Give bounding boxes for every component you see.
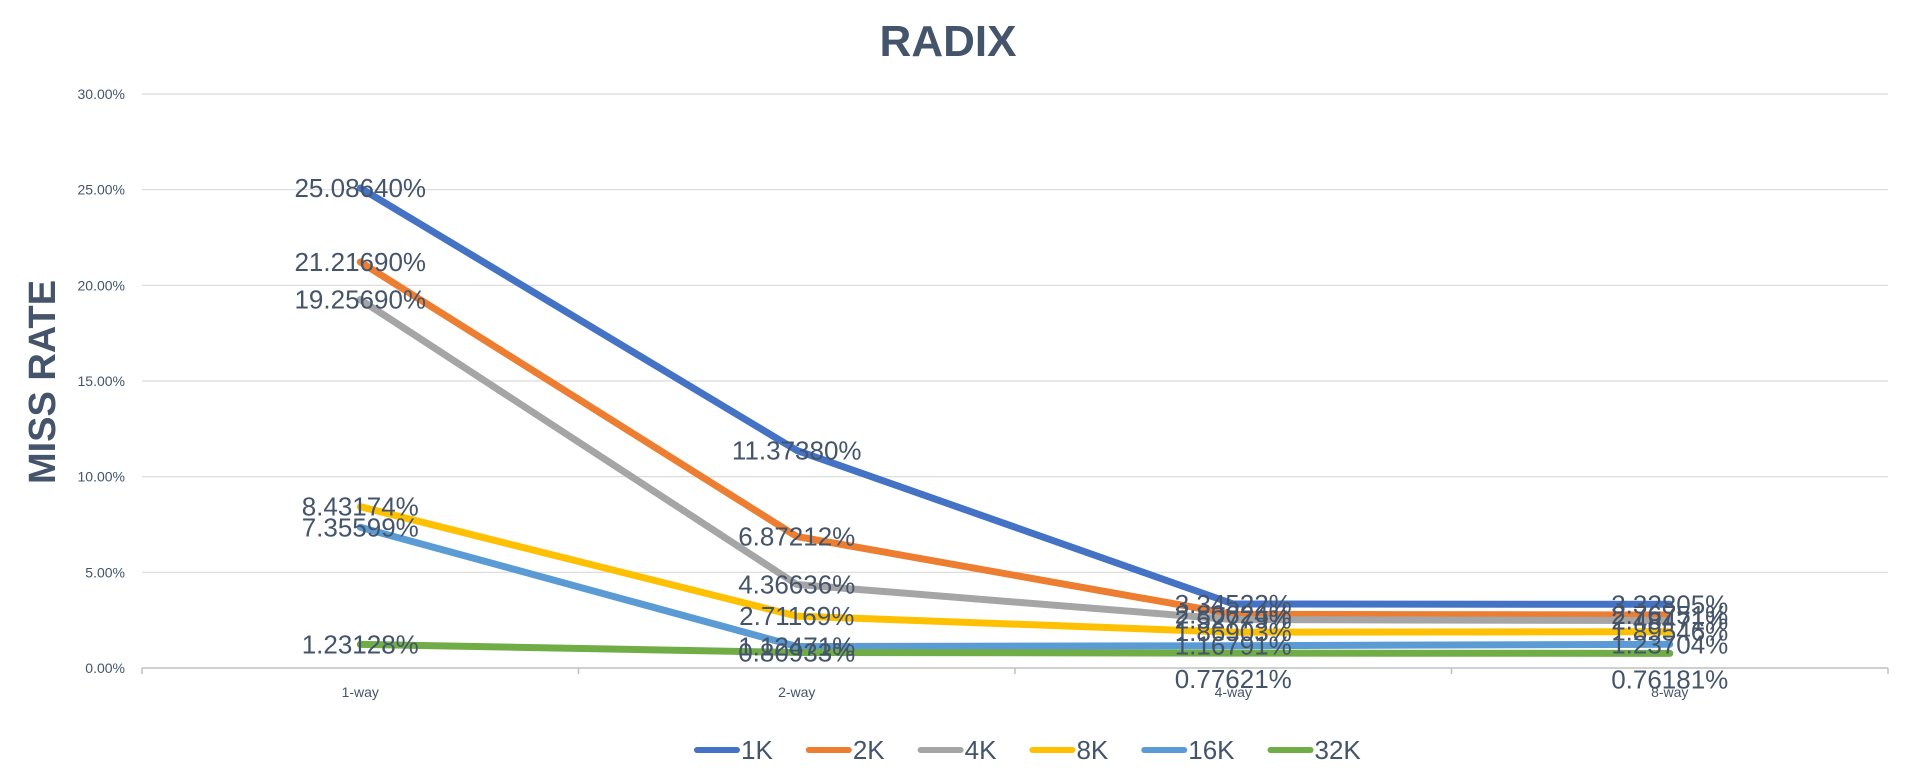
legend-item-16k[interactable]: 16K	[1141, 735, 1235, 765]
x-tick-label: 8-way	[1651, 684, 1688, 700]
data-label: 25.08640%	[294, 173, 426, 203]
data-label: 1.89546%	[1611, 617, 1728, 647]
data-label: 1.23704%	[1611, 629, 1728, 659]
data-label: 2.80624%	[1175, 599, 1292, 629]
y-axis-ticks: 0.00% 5.00% 10.00% 15.00% 20.00% 25.00% 30.00%	[78, 86, 125, 676]
data-label: 2.76751%	[1611, 600, 1728, 630]
chart-title: RADIX	[880, 17, 1017, 66]
legend-label: 1K	[741, 735, 773, 765]
y-tick-label: 10.00%	[78, 469, 125, 485]
x-axis-ticks: 1-way 2-way 4-way 8-way	[141, 668, 1889, 700]
data-label: 6.87212%	[738, 522, 855, 552]
data-label: 0.80933%	[738, 638, 855, 668]
series-line-2k	[356, 258, 1674, 619]
legend-label: 8K	[1076, 735, 1108, 765]
data-label: 1.23128%	[302, 629, 419, 659]
legend-label: 4K	[965, 735, 997, 765]
series-line-32k	[356, 640, 1674, 657]
x-tick-label: 1-way	[342, 684, 379, 700]
data-labels: 25.08640% 11.37380% 3.34522% 3.32805% 21.216…	[294, 173, 1728, 694]
series-lines	[356, 184, 1674, 657]
x-tick-label: 4-way	[1215, 684, 1252, 700]
legend-item-1k[interactable]: 1K	[694, 735, 773, 765]
legend-item-8k[interactable]: 8K	[1029, 735, 1109, 765]
series-line-4k	[356, 296, 1674, 624]
data-label: 8.43174%	[302, 492, 419, 522]
y-tick-label: 30.00%	[78, 86, 125, 102]
legend-label: 2K	[853, 735, 885, 765]
data-label: 1.12471%	[738, 631, 855, 661]
series-line-16k	[356, 523, 1674, 650]
data-label: 21.21690%	[294, 247, 426, 277]
y-tick-label: 15.00%	[78, 373, 125, 389]
legend-label: 32K	[1315, 735, 1362, 765]
data-label: 2.48471%	[1611, 605, 1728, 635]
legend-label: 16K	[1188, 735, 1235, 765]
data-label: 1.16791%	[1175, 631, 1292, 661]
y-tick-label: 20.00%	[78, 277, 125, 293]
legend: 1K 2K 4K 8K 16K 32K	[694, 735, 1362, 765]
data-label: 3.32805%	[1611, 589, 1728, 619]
data-label: 2.71169%	[739, 601, 854, 631]
data-label: 3.34522%	[1175, 589, 1292, 619]
y-tick-label: 0.00%	[85, 660, 125, 676]
data-label: 2.52779%	[1175, 605, 1292, 635]
x-tick-label: 2-way	[778, 684, 815, 700]
gridlines	[142, 93, 1888, 669]
data-label: 19.25690%	[294, 285, 426, 315]
data-label: 1.86903%	[1175, 617, 1292, 647]
y-tick-label: 25.00%	[78, 182, 125, 198]
legend-item-2k[interactable]: 2K	[805, 735, 885, 765]
series-line-1k	[356, 184, 1674, 608]
data-label: 4.36636%	[738, 569, 855, 599]
legend-item-32k[interactable]: 32K	[1267, 735, 1362, 765]
legend-item-4k[interactable]: 4K	[917, 735, 997, 765]
data-label: 0.76181%	[1611, 664, 1728, 694]
y-axis-label: MISS RATE	[22, 280, 64, 484]
y-tick-label: 5.00%	[85, 564, 125, 580]
data-label: 7.35599%	[302, 512, 419, 542]
data-label: 0.77621%	[1175, 664, 1292, 694]
data-label: 11.37380%	[732, 435, 862, 465]
series-line-8k	[356, 503, 1674, 636]
